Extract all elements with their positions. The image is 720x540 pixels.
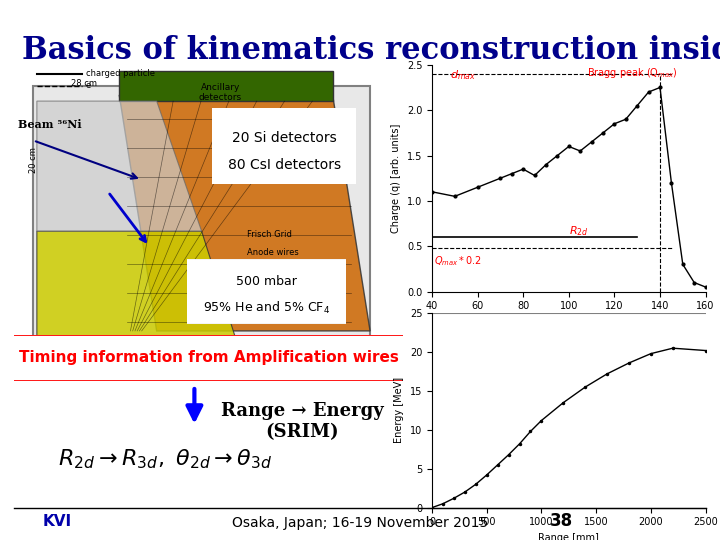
FancyBboxPatch shape	[11, 334, 407, 381]
Polygon shape	[120, 95, 370, 331]
Text: 25 cm: 25 cm	[115, 342, 141, 351]
Text: Segmented cathode: Segmented cathode	[246, 266, 332, 275]
Text: $R_{2d}$: $R_{2d}$	[569, 225, 588, 238]
Text: 80 CsI detectors: 80 CsI detectors	[228, 158, 341, 172]
Text: Timing information from Amplification wires: Timing information from Amplification wi…	[19, 350, 399, 365]
Text: $R_{2d} \rightarrow R_{3d},\ \theta_{2d} \rightarrow \theta_{3d}$: $R_{2d} \rightarrow R_{3d},\ \theta_{2d}…	[58, 447, 273, 471]
Text: 28 cm: 28 cm	[71, 79, 96, 88]
Polygon shape	[37, 231, 239, 349]
Text: Ancillary
detectors: Ancillary detectors	[199, 83, 242, 103]
Text: 95% He and 5% CF$_4$: 95% He and 5% CF$_4$	[203, 300, 330, 316]
Text: e: e	[86, 82, 91, 91]
Text: Frisch Grid: Frisch Grid	[246, 230, 292, 239]
Text: Beam ⁵⁶Ni: Beam ⁵⁶Ni	[18, 119, 82, 130]
Text: $d_{max}$: $d_{max}$	[450, 69, 477, 82]
Y-axis label: Energy [MeV]: Energy [MeV]	[395, 377, 404, 443]
Text: $Q_{max}*0.2$: $Q_{max}*0.2$	[434, 254, 482, 268]
Text: KVI: KVI	[43, 515, 72, 530]
FancyBboxPatch shape	[210, 106, 359, 185]
Polygon shape	[120, 71, 333, 101]
Text: 500 mbar: 500 mbar	[236, 275, 297, 288]
Text: 38: 38	[550, 512, 573, 530]
FancyBboxPatch shape	[33, 86, 370, 352]
FancyBboxPatch shape	[9, 422, 323, 496]
FancyBboxPatch shape	[184, 258, 348, 325]
Text: 20 cm: 20 cm	[30, 147, 38, 173]
Text: 20 Si detectors: 20 Si detectors	[232, 131, 337, 145]
Text: Basics of kinematics reconstruction inside MAYA: Basics of kinematics reconstruction insi…	[22, 35, 720, 66]
Text: charged particle: charged particle	[86, 69, 155, 78]
Polygon shape	[37, 101, 202, 231]
Text: Range → Energy
(SRIM): Range → Energy (SRIM)	[221, 402, 384, 441]
Text: Osaka, Japan; 16-19 November 2015: Osaka, Japan; 16-19 November 2015	[232, 516, 488, 530]
Text: Anode wires: Anode wires	[246, 248, 298, 258]
X-axis label: Distance from the vertex (d) [mm]: Distance from the vertex (d) [mm]	[485, 317, 653, 327]
Y-axis label: Charge (q) [arb. units]: Charge (q) [arb. units]	[391, 124, 401, 233]
X-axis label: Range [mm]: Range [mm]	[539, 533, 599, 540]
Text: Bragg peak (Q$_{max}$): Bragg peak (Q$_{max}$)	[587, 66, 678, 80]
